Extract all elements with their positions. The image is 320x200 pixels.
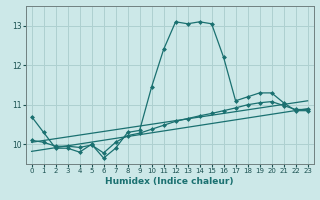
X-axis label: Humidex (Indice chaleur): Humidex (Indice chaleur) bbox=[105, 177, 234, 186]
